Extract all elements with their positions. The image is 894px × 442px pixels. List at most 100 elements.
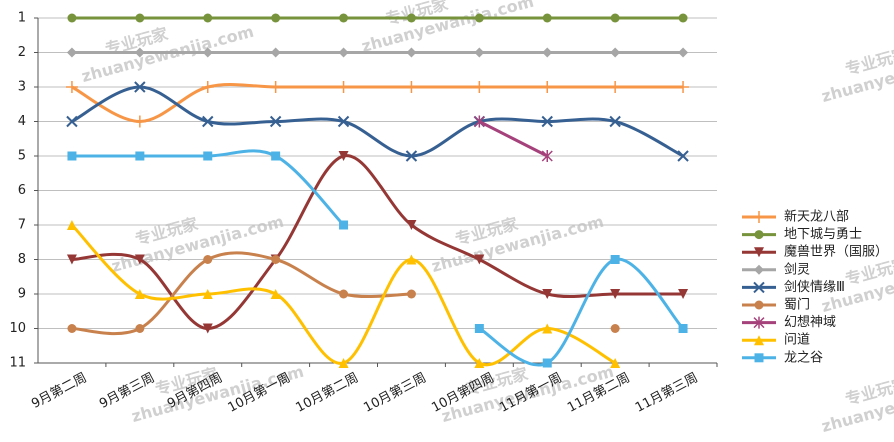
series	[66, 220, 621, 368]
series	[65, 81, 690, 128]
point	[541, 115, 553, 128]
point	[474, 358, 485, 368]
point	[203, 13, 213, 23]
point	[337, 115, 350, 128]
point	[406, 289, 416, 299]
legend-marker	[754, 264, 764, 275]
point	[542, 358, 552, 368]
point	[542, 289, 553, 299]
point	[678, 47, 689, 58]
point	[339, 289, 349, 299]
point	[405, 150, 418, 162]
legend-label: 剑灵	[784, 261, 810, 277]
legend-label: 地下城与勇士	[784, 227, 862, 242]
y-tick-label: 5	[18, 149, 26, 164]
point	[474, 13, 484, 23]
point	[67, 324, 77, 333]
y-tick-label: 10	[9, 321, 26, 336]
point	[135, 324, 145, 333]
point	[202, 47, 213, 58]
series-line	[71, 82, 684, 124]
legend-label: 幻想神域	[784, 314, 836, 330]
series-line	[71, 85, 684, 158]
point	[203, 151, 213, 161]
point	[610, 47, 621, 58]
point	[202, 115, 214, 128]
point	[202, 289, 213, 299]
legend-label: 新天龙八部	[784, 209, 849, 225]
point	[66, 115, 78, 128]
y-tick-label: 9	[18, 287, 26, 302]
point	[542, 47, 553, 58]
legend-marker	[754, 247, 764, 258]
point	[338, 47, 349, 58]
point	[269, 115, 282, 128]
point	[202, 323, 213, 334]
point	[134, 254, 145, 265]
y-tick-label: 6	[18, 183, 26, 198]
point	[406, 47, 417, 58]
point	[67, 13, 77, 23]
point	[339, 13, 349, 23]
point	[338, 358, 349, 368]
point	[542, 323, 553, 334]
point	[66, 47, 77, 58]
point	[474, 47, 485, 58]
legend-label: 龙之谷	[784, 350, 823, 365]
series	[473, 115, 553, 162]
point	[610, 13, 620, 23]
y-tick-label: 8	[18, 252, 26, 267]
legend-marker	[754, 230, 764, 240]
point	[203, 255, 213, 264]
legend-marker	[753, 281, 765, 294]
point	[677, 150, 689, 162]
point	[134, 47, 145, 58]
series-line	[70, 223, 616, 367]
series	[66, 81, 689, 162]
legend-label: 问道	[784, 333, 810, 348]
series	[67, 13, 688, 23]
point	[66, 220, 77, 230]
y-tick-label: 3	[18, 80, 26, 95]
point	[609, 115, 621, 128]
legend-label: 蜀门	[784, 298, 810, 313]
y-tick-label: 11	[9, 356, 26, 371]
legend-marker	[754, 335, 764, 346]
point	[337, 81, 350, 93]
point	[134, 289, 145, 299]
series-line	[478, 120, 548, 158]
y-tick-label: 4	[18, 114, 26, 129]
point	[542, 13, 552, 23]
x-tick-label: 11月第三周	[633, 370, 701, 415]
point	[473, 81, 486, 93]
series	[66, 151, 689, 334]
series-line	[71, 154, 684, 331]
x-tick-label: 9月第二周	[29, 370, 89, 412]
legend-marker	[754, 300, 764, 310]
legend-marker	[754, 353, 764, 363]
point	[135, 151, 145, 161]
point	[65, 81, 78, 93]
point	[271, 151, 281, 161]
point	[406, 220, 417, 230]
point	[610, 358, 621, 368]
point	[474, 324, 484, 333]
point	[406, 13, 416, 23]
point	[270, 289, 281, 299]
point	[135, 13, 145, 23]
point	[677, 81, 690, 93]
legend-marker	[753, 211, 765, 223]
point	[541, 150, 553, 162]
point	[269, 81, 282, 93]
point	[609, 81, 622, 93]
point	[201, 81, 214, 93]
point	[133, 115, 146, 128]
point	[271, 255, 281, 264]
point	[270, 47, 281, 58]
